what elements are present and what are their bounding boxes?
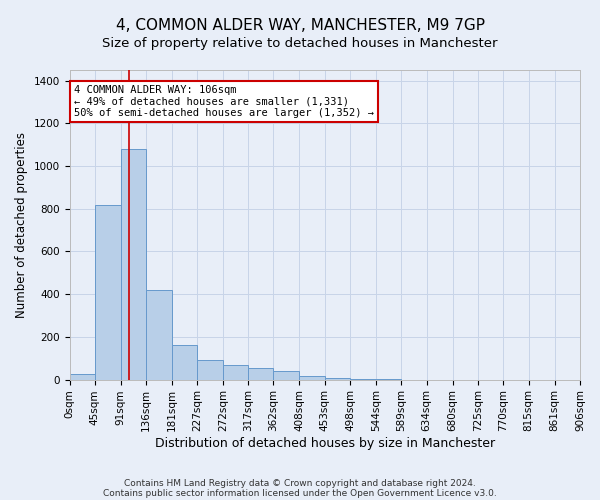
Bar: [376, 379, 401, 380]
Text: 4, COMMON ALDER WAY, MANCHESTER, M9 7GP: 4, COMMON ALDER WAY, MANCHESTER, M9 7GP: [115, 18, 485, 32]
Bar: [197, 360, 223, 380]
Y-axis label: Number of detached properties: Number of detached properties: [15, 132, 28, 318]
Bar: [146, 290, 172, 380]
Bar: [274, 372, 299, 380]
X-axis label: Distribution of detached houses by size in Manchester: Distribution of detached houses by size …: [155, 437, 495, 450]
Text: Contains HM Land Registry data © Crown copyright and database right 2024.: Contains HM Land Registry data © Crown c…: [124, 478, 476, 488]
Bar: [95, 204, 121, 380]
Bar: [299, 376, 325, 380]
Bar: [248, 368, 274, 380]
Text: 4 COMMON ALDER WAY: 106sqm
← 49% of detached houses are smaller (1,331)
50% of s: 4 COMMON ALDER WAY: 106sqm ← 49% of deta…: [74, 85, 374, 118]
Bar: [223, 364, 248, 380]
Bar: [325, 378, 350, 380]
Text: Size of property relative to detached houses in Manchester: Size of property relative to detached ho…: [102, 38, 498, 51]
Bar: [350, 378, 376, 380]
Bar: [172, 346, 197, 380]
Bar: [121, 149, 146, 380]
Bar: [70, 374, 95, 380]
Text: Contains public sector information licensed under the Open Government Licence v3: Contains public sector information licen…: [103, 488, 497, 498]
